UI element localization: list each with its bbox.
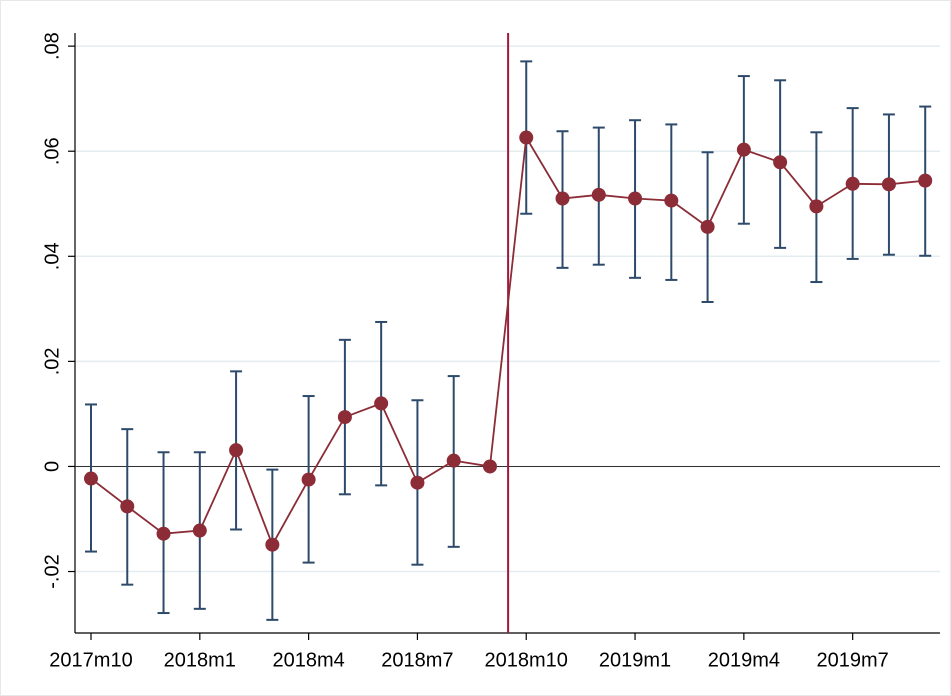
estimate-point (482, 459, 497, 474)
estimate-point (446, 453, 461, 468)
y-tick-label: .04 (41, 242, 63, 270)
estimate-point (337, 410, 352, 425)
x-tick-label: 2018m1 (164, 649, 236, 671)
x-tick-label: 2019m1 (599, 649, 671, 671)
y-tick-label: .02 (41, 347, 63, 375)
estimate-point (664, 193, 679, 208)
x-tick-label: 2018m7 (381, 649, 453, 671)
estimate-point (519, 130, 534, 145)
y-tick-label: .06 (41, 137, 63, 165)
estimate-point (809, 199, 824, 214)
estimate-point (591, 187, 606, 202)
x-tick-label: 2017m10 (49, 649, 132, 671)
estimate-point (301, 472, 316, 487)
y-tick-label: -.02 (41, 554, 63, 588)
estimate-point (918, 173, 933, 188)
x-tick-label: 2018m4 (272, 649, 344, 671)
x-tick-label: 2018m10 (485, 649, 568, 671)
x-tick-label: 2019m7 (817, 649, 889, 671)
estimate-point (555, 191, 570, 206)
estimate-line (90, 134, 926, 547)
estimate-point (156, 526, 171, 541)
estimate-point (192, 523, 207, 538)
estimate-point (374, 396, 389, 411)
x-tick-label: 2019m4 (708, 649, 780, 671)
estimate-point (120, 499, 135, 514)
y-tick-label: .08 (41, 32, 63, 60)
estimate-point (628, 191, 643, 206)
estimate-point (700, 219, 715, 234)
estimate-point (881, 177, 896, 192)
estimate-point (265, 537, 280, 552)
estimate-point (410, 475, 425, 490)
y-tick-label: 0 (41, 461, 63, 472)
estimate-point (845, 176, 860, 191)
estimate-point (229, 443, 244, 458)
estimate-point (773, 155, 788, 170)
estimate-point (736, 142, 751, 157)
estimate-point (84, 471, 98, 486)
